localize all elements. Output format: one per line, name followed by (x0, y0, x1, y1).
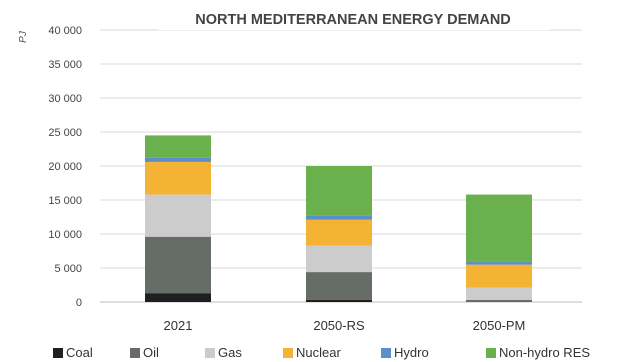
x-category-label: 2050-RS (313, 318, 365, 333)
bar-segment-nuclear (306, 219, 372, 246)
bar-segment-gas (145, 194, 211, 237)
x-category-label: 2021 (164, 318, 193, 333)
bar-segment-non-hydro-res (306, 166, 372, 216)
bar-segment-oil (466, 299, 532, 302)
bar-segment-oil (306, 272, 372, 300)
bar-segment-oil (145, 236, 211, 294)
legend-swatch (130, 348, 140, 358)
y-tick-label: 30 000 (48, 93, 82, 105)
y-tick-label: 25 000 (48, 127, 82, 139)
y-tick-label: 0 (76, 297, 82, 309)
bar-segment-non-hydro-res (466, 194, 532, 262)
legend: Coal Oil Gas Nuclear Hydro Non-hydro RES (53, 345, 590, 360)
legend-label: Gas (218, 345, 242, 360)
bar-segment-coal (306, 299, 372, 302)
y-tick-label: 20 000 (48, 161, 82, 173)
bar-segment-non-hydro-res (145, 135, 211, 158)
legend-label: Hydro (394, 345, 429, 360)
y-tick-label: 40 000 (48, 25, 82, 37)
bar-segment-coal (145, 293, 211, 302)
legend-label: Coal (66, 345, 93, 360)
title-background (158, 8, 550, 30)
y-tick-label: 10 000 (48, 229, 82, 241)
legend-swatch (381, 348, 391, 358)
bar-segment-nuclear (466, 264, 532, 288)
legend-label: Nuclear (296, 345, 341, 360)
bar-segment-hydro (466, 261, 532, 265)
y-axis-label: PJ (18, 30, 29, 43)
bar-segment-nuclear (145, 161, 211, 195)
legend-label: Non-hydro RES (499, 345, 590, 360)
y-tick-label: 35 000 (48, 59, 82, 71)
legend-swatch (53, 348, 63, 358)
bar-segment-hydro (306, 215, 372, 220)
y-axis-ticks: 0 5 000 10 000 15 000 20 000 25 000 30 000 35 0… (48, 25, 82, 309)
legend-swatch (283, 348, 293, 358)
bar-segment-gas (466, 287, 532, 300)
y-tick-label: 5 000 (54, 263, 82, 275)
bar-segment-hydro (145, 157, 211, 162)
bar-segment-gas (306, 245, 372, 273)
stacked-bars (145, 135, 532, 302)
chart-title: NORTH MEDITERRANEAN ENERGY DEMAND (195, 12, 511, 28)
legend-swatch (205, 348, 215, 358)
legend-label: Oil (143, 345, 159, 360)
legend-swatch (486, 348, 496, 358)
x-category-label: 2050-PM (473, 318, 526, 333)
x-axis-categories: 2021 2050-RS 2050-PM (164, 318, 526, 333)
y-tick-label: 15 000 (48, 195, 82, 207)
